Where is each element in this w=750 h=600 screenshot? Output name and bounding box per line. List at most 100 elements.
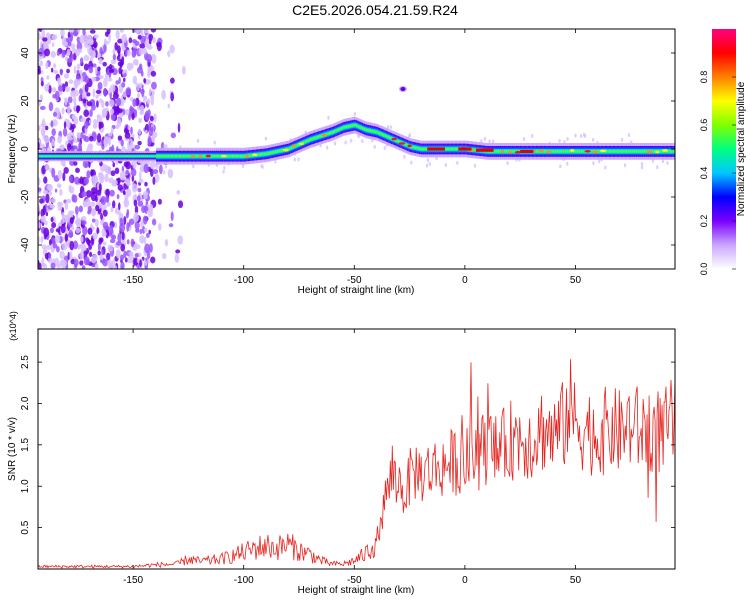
heatmap-ridge-mark bbox=[360, 126, 362, 130]
heatmap-peak-mark bbox=[321, 134, 328, 137]
heatmap-ridge-mark bbox=[67, 155, 69, 157]
heatmap-noise-mark bbox=[54, 188, 58, 193]
heatmap-noise-mark bbox=[48, 191, 53, 196]
heatmap-ridge-mark bbox=[495, 150, 498, 153]
heatmap-noise-mark bbox=[45, 125, 49, 131]
heatmap-ridge-mark bbox=[154, 155, 157, 157]
heatmap-ridge-mark bbox=[250, 154, 252, 157]
heatmap-noise-mark bbox=[84, 120, 89, 129]
heatmap-noise-mark bbox=[90, 237, 95, 246]
y-tick-label: 20 bbox=[20, 95, 31, 107]
heatmap-ridge-mark bbox=[332, 130, 334, 134]
heatmap-ridge-mark bbox=[582, 150, 584, 153]
heatmap-ridge-mark bbox=[132, 155, 134, 157]
heatmap-ridge-mark bbox=[413, 146, 415, 149]
x-tick-label: -150 bbox=[123, 575, 143, 586]
heatmap-faint-mark bbox=[386, 125, 390, 130]
heatmap-y-ticks: -40 -20 0 20 40 bbox=[20, 47, 675, 252]
snr-frame bbox=[37, 328, 676, 570]
heatmap-ridge-mark bbox=[76, 155, 78, 157]
heatmap-ridge-mark bbox=[217, 154, 219, 158]
heatmap-noise-mark bbox=[61, 242, 68, 251]
heatmap-noise-mark bbox=[137, 128, 142, 135]
heatmap-noise-mark bbox=[45, 61, 49, 70]
heatmap-noise-mark bbox=[73, 29, 79, 37]
heatmap-ridge-mark bbox=[329, 131, 332, 135]
heatmap-faint-mark bbox=[428, 161, 432, 166]
heatmap-noise-mark bbox=[149, 168, 154, 177]
heatmap-noise-mark bbox=[54, 235, 61, 244]
heatmap-ridge-mark bbox=[352, 124, 354, 127]
heatmap-peak-mark bbox=[220, 154, 227, 158]
heatmap-noise-mark bbox=[68, 184, 72, 193]
heatmap-faint-mark bbox=[620, 137, 624, 142]
heatmap-noise-mark bbox=[87, 227, 93, 235]
heatmap-ridge-mark bbox=[493, 150, 495, 153]
heatmap-noise-mark bbox=[103, 87, 107, 97]
heatmap-noise-mark bbox=[148, 33, 154, 41]
heatmap-ridge-mark bbox=[623, 150, 625, 153]
heatmap-ridge-mark bbox=[41, 155, 44, 157]
heatmap-peak-mark bbox=[569, 149, 575, 152]
heatmap-faint-mark bbox=[164, 164, 168, 169]
heatmap-noise-mark bbox=[56, 51, 60, 56]
heatmap-ridge-mark bbox=[503, 150, 506, 153]
heatmap-noise-mark bbox=[105, 194, 109, 203]
heatmap-faint-mark bbox=[473, 163, 477, 168]
heatmap-noise-mark bbox=[38, 262, 42, 269]
y-tick-label: 2.0 bbox=[20, 396, 31, 410]
heatmap-noise-mark bbox=[143, 193, 148, 200]
heatmap-ridge-mark bbox=[57, 155, 60, 157]
heatmap-ridge-mark bbox=[256, 153, 259, 157]
heatmap-noise-mark bbox=[137, 92, 141, 99]
heatmap-ridge-mark bbox=[231, 154, 234, 158]
heatmap-noise-mark bbox=[130, 140, 134, 148]
heatmap-faint-mark bbox=[640, 161, 644, 166]
heatmap-noise-mark bbox=[91, 175, 95, 185]
heatmap-ridge-mark bbox=[69, 155, 72, 157]
colorbar-gradient bbox=[712, 29, 736, 269]
heatmap-ridge-mark bbox=[161, 154, 163, 158]
heatmap-ridge-mark bbox=[181, 154, 183, 158]
colorbar-tick-label: 0.8 bbox=[699, 71, 709, 84]
heatmap-ridge-mark bbox=[384, 134, 386, 137]
heatmap-noise-mark bbox=[120, 261, 125, 269]
heatmap-ridge-mark bbox=[55, 155, 57, 157]
heatmap-noise-mark bbox=[131, 183, 138, 193]
heatmap-noise-mark bbox=[73, 240, 79, 250]
heatmap-ridge-mark bbox=[394, 138, 397, 142]
heatmap-ridge-mark bbox=[418, 147, 421, 150]
heatmap-ridge-mark bbox=[120, 155, 122, 157]
heatmap-noise-mark bbox=[51, 128, 56, 137]
heatmap-noise-mark bbox=[138, 178, 144, 184]
heatmap-ridge-mark bbox=[316, 135, 319, 139]
heatmap-ridge-mark bbox=[227, 154, 230, 158]
heatmap-faint-mark bbox=[651, 158, 655, 163]
heatmap-noise-mark bbox=[50, 67, 54, 73]
heatmap-ridge-mark bbox=[380, 132, 382, 136]
heatmap-ridge-mark bbox=[643, 150, 645, 153]
heatmap-noise-mark bbox=[98, 121, 102, 130]
heatmap-noise-mark bbox=[147, 70, 151, 78]
heatmap-noise-mark bbox=[48, 101, 54, 112]
heatmap-ridge-mark bbox=[613, 150, 616, 153]
heatmap-noise-mark bbox=[143, 29, 149, 34]
heatmap-noise-mark bbox=[148, 120, 151, 131]
heatmap-ridge-mark bbox=[133, 155, 135, 157]
heatmap-noise-mark bbox=[129, 105, 134, 115]
heatmap-noise-mark bbox=[105, 165, 112, 175]
heatmap-ridge-mark bbox=[306, 139, 308, 143]
heatmap-noise-mark bbox=[67, 57, 73, 63]
heatmap-faint-mark bbox=[163, 170, 166, 175]
heatmap-noise-mark bbox=[86, 92, 91, 97]
heatmap-noise-mark bbox=[143, 236, 147, 245]
heatmap-ridge-mark bbox=[345, 125, 348, 129]
heatmap-noise-mark bbox=[111, 234, 117, 240]
heatmap-noise-mark bbox=[154, 173, 160, 183]
heatmap-noise-mark bbox=[53, 69, 58, 74]
heatmap-peak-mark bbox=[538, 149, 544, 152]
heatmap-faint-mark bbox=[604, 165, 607, 170]
heatmap-noise-mark bbox=[78, 205, 83, 213]
heatmap-ridge-mark bbox=[653, 150, 656, 153]
